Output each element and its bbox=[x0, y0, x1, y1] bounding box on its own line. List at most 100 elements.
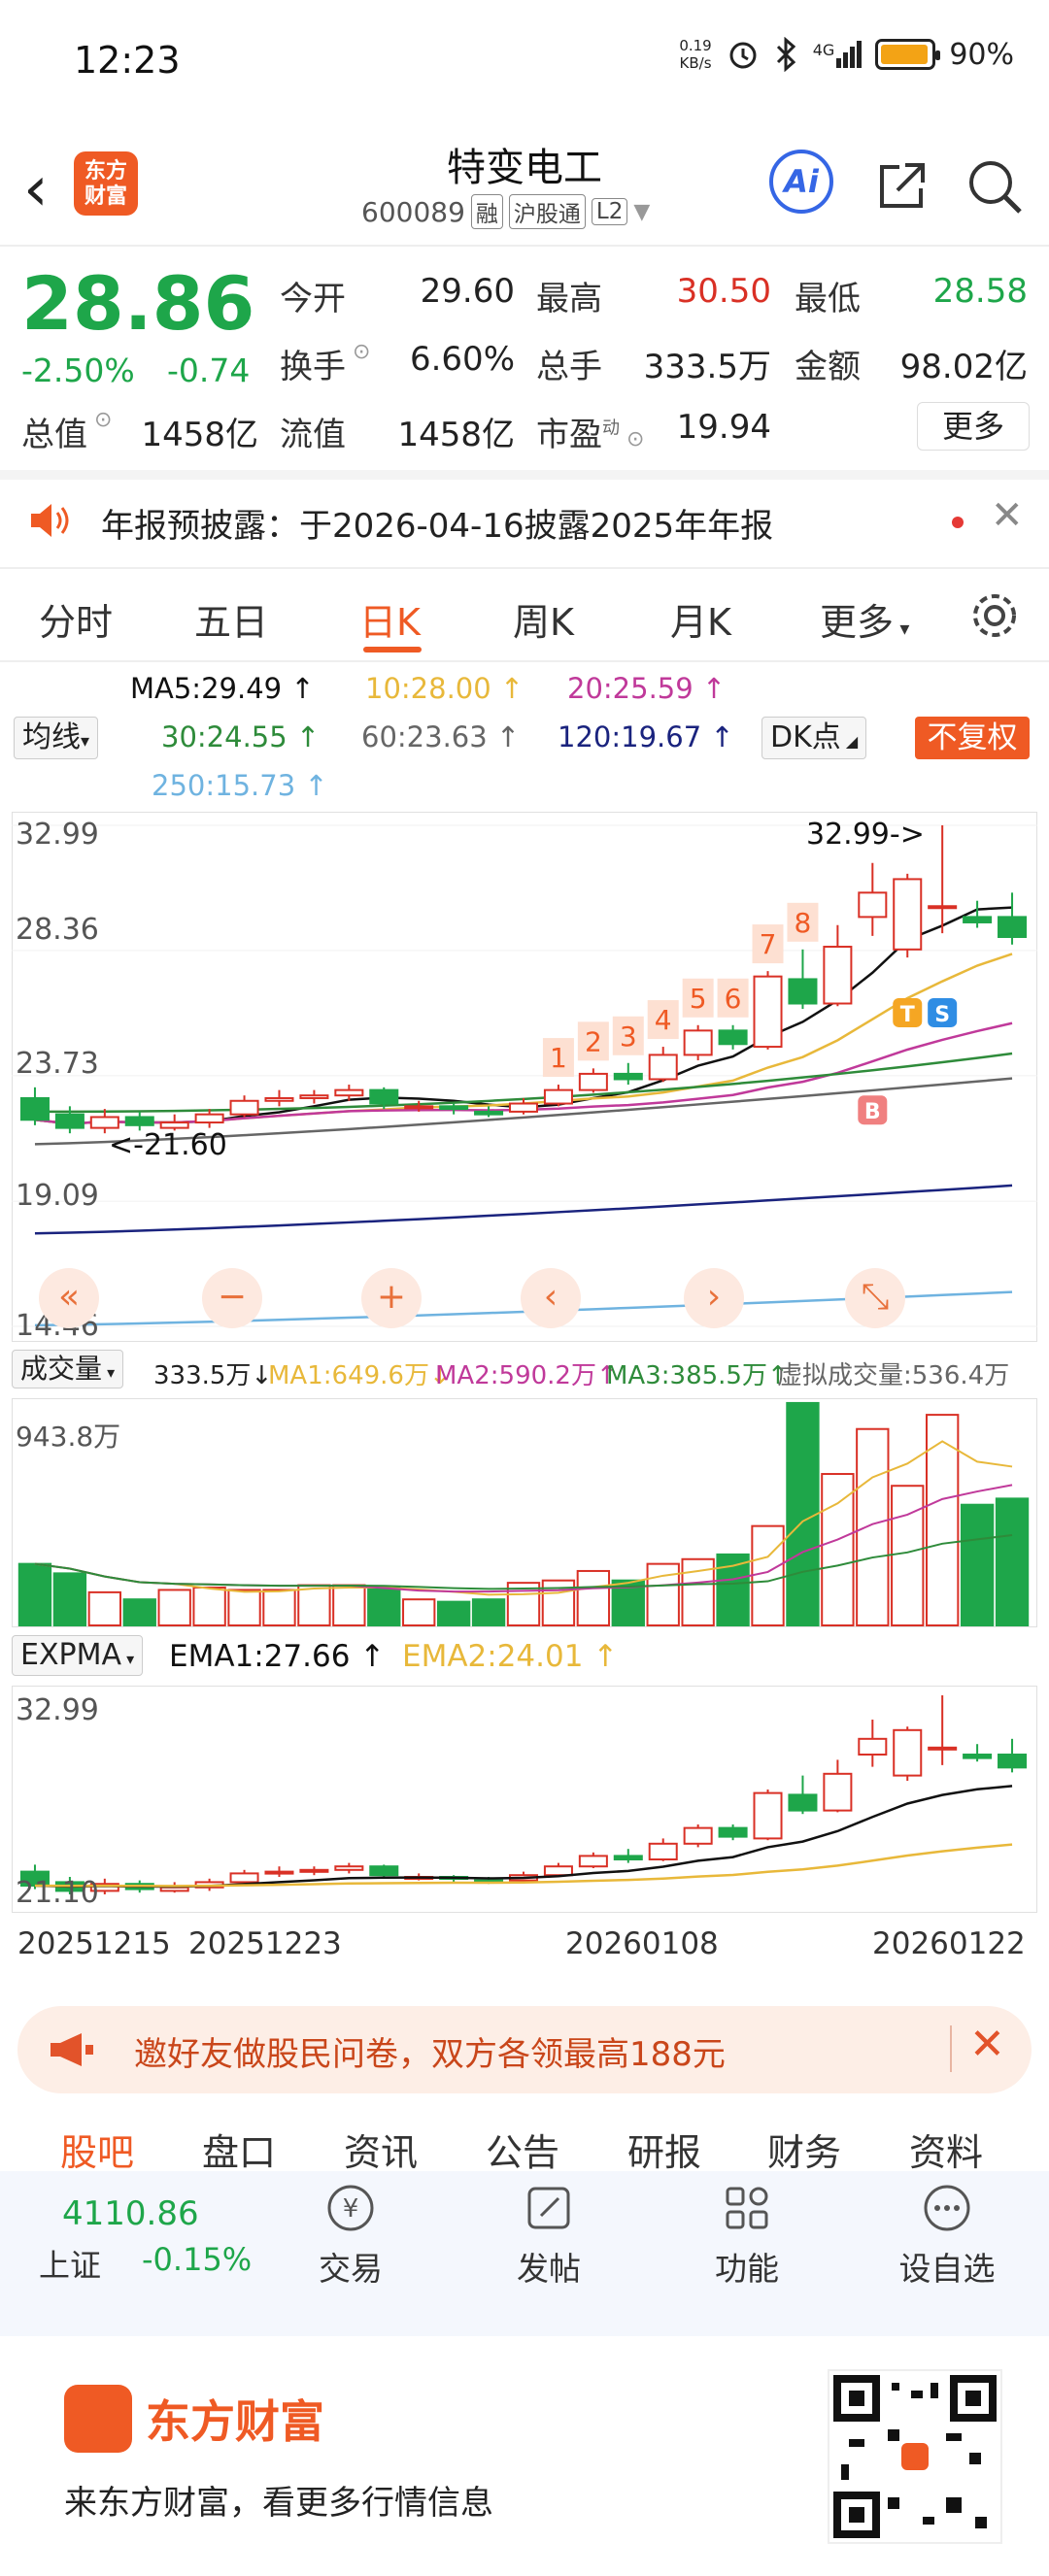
volume-bar[interactable] bbox=[402, 1598, 436, 1626]
tab-research[interactable]: 研报 bbox=[627, 2131, 702, 2174]
info-icon[interactable]: ⊙ bbox=[620, 427, 645, 452]
ai-button[interactable]: Ai bbox=[769, 150, 833, 214]
kline-chart[interactable]: 12 345 678 B T S bbox=[12, 812, 1037, 1342]
signal-marker[interactable] bbox=[893, 997, 923, 1027]
candle-body[interactable] bbox=[858, 891, 888, 919]
candle-body[interactable] bbox=[439, 1105, 469, 1111]
notice-bar[interactable]: 年报预披露：于2026-04-16披露2025年年报 ✕ bbox=[0, 478, 1049, 565]
zoom-in-icon[interactable]: + bbox=[361, 1268, 422, 1328]
candle-body[interactable] bbox=[648, 1054, 678, 1081]
gear-icon[interactable] bbox=[967, 588, 1022, 643]
expma-candle-body[interactable] bbox=[893, 1728, 923, 1777]
volume-bar[interactable] bbox=[471, 1598, 506, 1626]
tab-finance[interactable]: 财务 bbox=[767, 2131, 842, 2174]
scroll-right-icon[interactable]: › bbox=[684, 1268, 744, 1328]
candle-body[interactable] bbox=[683, 1029, 713, 1056]
back-icon[interactable]: ‹ bbox=[23, 153, 49, 225]
volume-bar[interactable] bbox=[716, 1553, 750, 1627]
tab-more[interactable]: 更多 ▾ bbox=[820, 601, 910, 644]
index-name[interactable]: 上证 bbox=[39, 2247, 102, 2284]
expma-candle-body[interactable] bbox=[578, 1855, 608, 1868]
info-icon[interactable]: ⊙ bbox=[346, 340, 371, 364]
dk-point-button[interactable]: DK点 ◢ bbox=[761, 717, 867, 759]
volume-bar[interactable] bbox=[367, 1587, 401, 1626]
kline-chart-frame[interactable] bbox=[12, 812, 1037, 1342]
candle-body[interactable] bbox=[543, 1088, 573, 1105]
candle-body[interactable] bbox=[998, 916, 1028, 939]
volume-bar[interactable] bbox=[926, 1414, 960, 1627]
volume-bar[interactable] bbox=[297, 1584, 331, 1626]
tab-monthly-k[interactable]: 月K bbox=[670, 601, 731, 644]
volume-bar[interactable] bbox=[436, 1600, 471, 1627]
volume-indicator-select[interactable]: 成交量 ▾ bbox=[12, 1350, 124, 1388]
expma-candle-body[interactable] bbox=[299, 1868, 329, 1873]
volume-bar[interactable] bbox=[17, 1562, 52, 1626]
tab-profile[interactable]: 资料 bbox=[909, 2131, 984, 2174]
functions-button[interactable]: 功能 bbox=[674, 2181, 820, 2290]
close-icon[interactable]: ✕ bbox=[969, 2020, 1005, 2069]
tab-guba[interactable]: 股吧 bbox=[60, 2131, 135, 2174]
expma-candle-body[interactable] bbox=[823, 1772, 853, 1812]
signal-marker[interactable] bbox=[928, 997, 958, 1027]
volume-bar[interactable] bbox=[52, 1572, 87, 1626]
expma-candle-body[interactable] bbox=[998, 1754, 1028, 1769]
expma-candle-body[interactable] bbox=[648, 1842, 678, 1861]
volume-bar[interactable] bbox=[960, 1503, 995, 1626]
tab-announcements[interactable]: 公告 bbox=[486, 2131, 560, 2174]
tab-daily-k[interactable]: 日K bbox=[359, 601, 421, 644]
expma-candle-body[interactable] bbox=[159, 1886, 189, 1892]
scroll-left-icon[interactable]: ‹ bbox=[521, 1268, 581, 1328]
volume-bar[interactable] bbox=[262, 1589, 296, 1627]
candle-body[interactable] bbox=[159, 1121, 189, 1129]
volume-bar[interactable] bbox=[87, 1590, 121, 1626]
more-button[interactable]: 更多 bbox=[917, 402, 1030, 451]
expma-candle-body[interactable] bbox=[613, 1855, 643, 1861]
trade-button[interactable]: ¥ 交易 bbox=[278, 2181, 423, 2290]
expma-chart[interactable] bbox=[12, 1686, 1037, 1913]
volume-bar[interactable] bbox=[681, 1557, 715, 1626]
chevron-down-icon[interactable]: ▼ bbox=[633, 199, 651, 224]
add-watchlist-button[interactable]: 设自选 bbox=[874, 2181, 1020, 2290]
expma-candle-body[interactable] bbox=[19, 1870, 50, 1888]
candle-body[interactable] bbox=[264, 1096, 294, 1102]
share-icon[interactable] bbox=[870, 155, 932, 217]
post-button[interactable]: 发帖 bbox=[476, 2181, 622, 2290]
volume-bar[interactable] bbox=[751, 1524, 785, 1627]
candle-body[interactable] bbox=[823, 946, 853, 1005]
volume-bar[interactable] bbox=[227, 1589, 261, 1627]
candle-body[interactable] bbox=[229, 1099, 259, 1116]
candle-body[interactable] bbox=[474, 1110, 504, 1116]
candle-body[interactable] bbox=[613, 1072, 643, 1081]
candle-body[interactable] bbox=[893, 878, 923, 951]
candle-body[interactable] bbox=[578, 1072, 608, 1091]
expma-candle-body[interactable] bbox=[369, 1865, 399, 1877]
volume-bar[interactable] bbox=[995, 1497, 1030, 1626]
expma-candle-body[interactable] bbox=[334, 1865, 364, 1871]
expma-candle-body[interactable] bbox=[788, 1793, 818, 1812]
candle-body[interactable] bbox=[753, 975, 783, 1049]
expma-candle-body[interactable] bbox=[264, 1870, 294, 1875]
info-icon[interactable]: ⊙ bbox=[87, 408, 113, 432]
candle-body[interactable] bbox=[334, 1088, 364, 1097]
candle-body[interactable] bbox=[54, 1113, 85, 1129]
volume-chart-frame[interactable] bbox=[12, 1398, 1037, 1627]
volume-bar[interactable] bbox=[157, 1589, 191, 1627]
zoom-out-icon[interactable]: − bbox=[202, 1268, 262, 1328]
volume-bar[interactable] bbox=[122, 1598, 156, 1626]
no-adjust-button[interactable]: 不复权 bbox=[915, 717, 1030, 759]
index-value[interactable]: 4110.86 bbox=[62, 2194, 199, 2233]
candle-body[interactable] bbox=[19, 1096, 50, 1121]
expma-candle-body[interactable] bbox=[229, 1872, 259, 1884]
candle-body[interactable] bbox=[508, 1102, 539, 1113]
expma-candle-body[interactable] bbox=[718, 1826, 748, 1838]
expma-indicator-select[interactable]: EXPMA ▾ bbox=[12, 1635, 144, 1676]
candle-body[interactable] bbox=[89, 1116, 119, 1129]
expma-chart-frame[interactable] bbox=[12, 1686, 1037, 1913]
index-change[interactable]: -0.15% bbox=[142, 2241, 253, 2278]
candle-body[interactable] bbox=[299, 1094, 329, 1099]
expma-candle-body[interactable] bbox=[928, 1746, 958, 1751]
tab-five-day[interactable]: 五日 bbox=[194, 601, 269, 644]
candle-body[interactable] bbox=[369, 1088, 399, 1105]
candle-body[interactable] bbox=[124, 1116, 154, 1126]
candle-body[interactable] bbox=[788, 978, 818, 1005]
